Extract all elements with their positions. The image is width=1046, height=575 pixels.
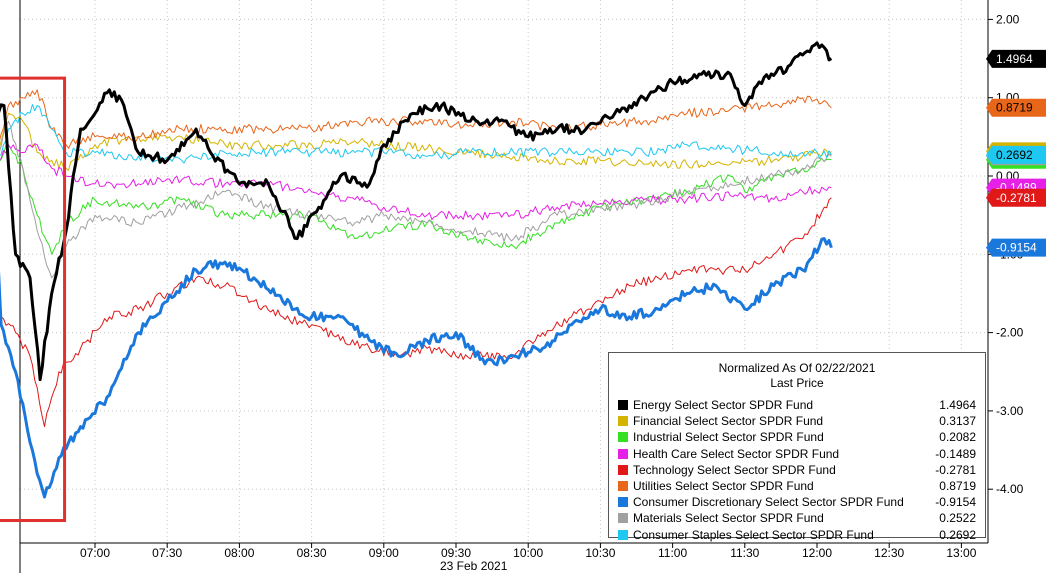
x-tick-label: 12:30 [874,546,904,560]
series-line-industrial-select-sector-spdr-fund [0,144,832,255]
x-tick-label: 09:30 [441,546,471,560]
series-line-technology-select-sector-spdr-fund [0,197,832,428]
legend-item: Consumer Discretionary Select Sector SPD… [618,494,976,510]
legend-item-name: Health Care Select Sector SPDR Fund [633,446,840,461]
legend-swatch [618,448,628,459]
legend-subtitle: Last Price [770,376,824,390]
value-tag-technology-select-sector-spdr-fund [986,188,1046,207]
x-tick-label: 12:00 [802,546,832,560]
legend-title: Normalized As Of 02/22/2021 [718,361,876,375]
legend-rows: Energy Select Sector SPDR Fund 1.4964 Fina… [609,397,985,543]
legend-item-name: Utilities Select Sector SPDR Fund [633,479,814,494]
series-line-materials-select-sector-spdr-fund [0,120,832,279]
x-tick-label: 07:30 [152,546,182,560]
x-axis-date-label: 23 Feb 2021 [440,559,508,573]
legend-item: Energy Select Sector SPDR Fund 1.4964 [618,397,976,413]
legend-item-value: 1.4964 [939,398,976,413]
legend-item: Technology Select Sector SPDR Fund -0.278… [618,462,976,478]
x-tick-label: 11:00 [658,546,687,560]
value-tag-energy-select-sector-spdr-fund [986,49,1046,68]
legend-item-name: Consumer Discretionary Select Sector SPD… [633,495,904,510]
legend-item-value: 0.2522 [939,511,976,526]
y-tick-label: 2.00 [996,12,1020,26]
series-line-consumer-staples-select-sector-spdr-fund [0,104,832,164]
legend-swatch [618,416,628,427]
legend-swatch [618,497,628,508]
x-tick-label: 08:30 [297,546,327,560]
value-tag-label: -0.2781 [996,191,1037,205]
legend-item-value: -0.9154 [935,495,976,510]
legend-swatch [618,432,628,443]
y-tick-label: -3.00 [996,404,1024,418]
y-tick-label: -2.00 [996,326,1024,340]
legend-swatch [618,400,628,411]
series-line-health-care-select-sector-spdr-fund [0,143,832,221]
legend-swatch [618,464,628,475]
x-tick-label: 13:00 [946,546,976,560]
legend-item: Utilities Select Sector SPDR Fund 0.8719 [618,478,976,494]
highlight-box [0,76,67,523]
legend-swatch [618,481,628,492]
legend-item: Health Care Select Sector SPDR Fund -0.14… [618,446,976,462]
x-tick-label: 09:00 [369,546,399,560]
legend-item-name: Technology Select Sector SPDR Fund [633,462,836,477]
legend-item-value: 0.3137 [939,414,976,429]
legend-item: Materials Select Sector SPDR Fund 0.2522 [618,510,976,526]
value-tag-label: -0.9154 [996,241,1037,255]
value-tag-label: 1.4964 [996,52,1033,66]
legend-item-value: -0.2781 [935,462,976,477]
value-tag-consumer-staples-select-sector-spdr-fund [986,145,1046,164]
legend-item-value: 0.8719 [939,479,976,494]
legend-item: Financial Select Sector SPDR Fund 0.3137 [618,413,976,429]
chart-legend: Normalized As Of 02/22/2021 Last Price E… [608,352,986,542]
series-line-consumer-discretionary-select-sector-spdr-fund [0,237,833,499]
legend-item-name: Energy Select Sector SPDR Fund [633,398,814,413]
x-tick-label: 07:00 [80,546,110,560]
legend-item-name: Industrial Select Sector SPDR Fund [633,430,824,445]
value-tag-label: 0.2692 [996,148,1033,162]
legend-swatch [618,529,628,540]
y-tick-label: -4.00 [996,482,1024,496]
x-tick-label: 10:00 [513,546,543,560]
value-tag-utilities-select-sector-spdr-fund [986,98,1046,117]
legend-item-value: -0.1489 [935,446,976,461]
x-tick-label: 08:00 [224,546,254,560]
value-tag-label: 0.8719 [996,101,1033,115]
legend-item-value: 0.2692 [939,527,976,542]
legend-item-name: Financial Select Sector SPDR Fund [633,414,824,429]
legend-item-name: Consumer Staples Select Sector SPDR Fund [633,527,874,542]
legend-item: Consumer Staples Select Sector SPDR Fund… [618,527,976,543]
x-tick-label: 11:30 [730,546,759,560]
legend-item: Industrial Select Sector SPDR Fund 0.2082 [618,429,976,445]
legend-item-name: Materials Select Sector SPDR Fund [633,511,824,526]
series-line-energy-select-sector-spdr-fund [0,41,833,382]
x-tick-label: 10:30 [585,546,615,560]
legend-swatch [618,513,628,524]
value-tag-consumer-discretionary-select-sector-spdr-fund [986,238,1046,257]
legend-item-value: 0.2082 [939,430,976,445]
